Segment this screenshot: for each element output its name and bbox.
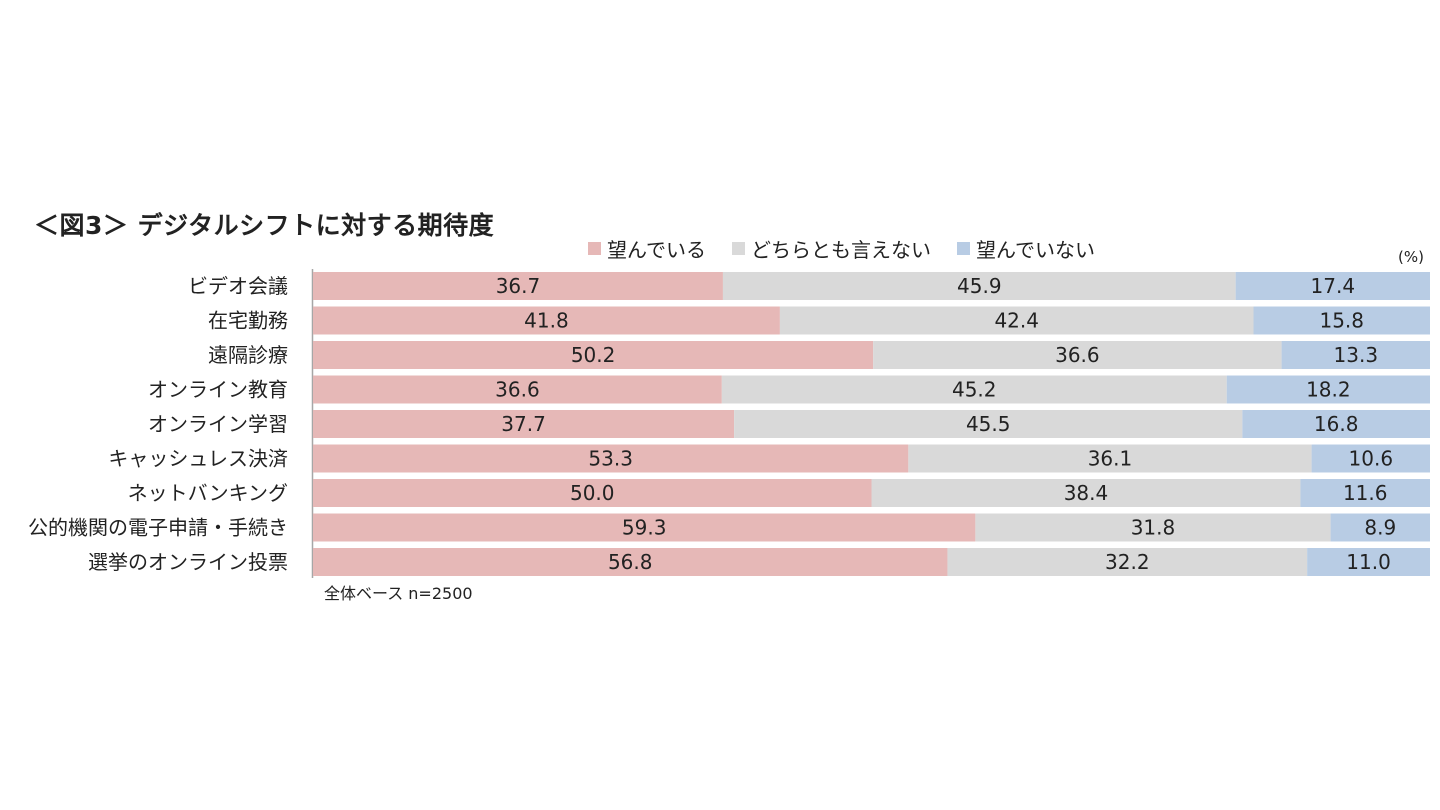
legend-label-series-0: 望んでいる (607, 237, 706, 262)
data-label: 11.0 (1346, 550, 1391, 574)
data-label: 36.6 (495, 378, 540, 402)
bar-segment (871, 479, 1301, 507)
legend-swatch-series-2 (957, 241, 970, 255)
bar-segment (908, 444, 1312, 473)
bar-segment (313, 306, 780, 335)
bar-segment (734, 410, 1243, 438)
bar-segment (721, 375, 1227, 404)
data-label: 42.4 (994, 309, 1039, 333)
legend-label-series-2: 望んでいない (976, 237, 1095, 262)
category-label: ネットバンキング (128, 481, 288, 505)
data-label: 36.1 (1088, 447, 1133, 471)
category-label: ビデオ会議 (188, 274, 288, 298)
bar-segment (1281, 341, 1430, 369)
category-label: 遠隔診療 (208, 343, 288, 367)
data-label: 11.6 (1343, 481, 1388, 505)
data-label: 50.0 (570, 481, 615, 505)
category-label: オンライン学習 (148, 412, 288, 436)
category-label: 在宅勤務 (208, 309, 288, 333)
data-label: 45.2 (952, 378, 997, 402)
data-label: 31.8 (1131, 516, 1176, 540)
bar-segment (1253, 306, 1430, 335)
data-label: 41.8 (524, 309, 569, 333)
data-label: 50.2 (571, 343, 616, 367)
category-label: オンライン教育 (148, 378, 288, 402)
category-label: 選挙のオンライン投票 (88, 550, 288, 574)
bar-segment (947, 548, 1308, 576)
bar-segment (1307, 548, 1430, 576)
legend-swatch-series-1 (732, 241, 745, 255)
bar-segment (313, 375, 722, 404)
data-label: 45.5 (966, 412, 1011, 436)
legend-swatch-series-0 (588, 241, 601, 255)
data-label: 16.8 (1314, 412, 1359, 436)
bar-segment (1311, 444, 1430, 473)
bar-segment (313, 341, 874, 369)
bar-segment (1235, 272, 1430, 300)
category-label: 公的機関の電子申請・手続き (28, 516, 288, 540)
legend-item-series-2: 望んでいない (957, 234, 1095, 263)
data-label: 15.8 (1319, 309, 1364, 333)
legend-label-series-1: どちらとも言えない (751, 237, 931, 262)
unit-label: (%) (1398, 248, 1424, 266)
data-label: 37.7 (501, 412, 546, 436)
data-label: 45.9 (957, 274, 1002, 298)
data-label: 8.9 (1364, 516, 1396, 540)
bar-segment (1226, 375, 1430, 404)
bar-segment (313, 548, 948, 576)
bar-segment (313, 444, 909, 473)
sample-base-note: 全体ベース n=2500 (324, 584, 473, 603)
legend-item-series-0: 望んでいる (588, 234, 706, 263)
bar-segment (1300, 479, 1430, 507)
bar-segment (1330, 513, 1430, 542)
bar-segment (313, 479, 872, 507)
data-label: 38.4 (1064, 481, 1109, 505)
bar-segment (975, 513, 1331, 542)
data-label: 36.6 (1055, 343, 1100, 367)
data-label: 59.3 (622, 516, 667, 540)
data-label: 36.7 (496, 274, 541, 298)
bar-segment (313, 410, 735, 438)
bar-segment (313, 272, 723, 300)
bar-segment (722, 272, 1236, 300)
data-label: 32.2 (1105, 550, 1150, 574)
legend-item-series-1: どちらとも言えない (732, 234, 931, 263)
category-label: キャッシュレス決済 (108, 447, 288, 471)
legend: 望んでいる どちらとも言えない 望んでいない (588, 234, 1121, 262)
bar-segment (313, 513, 976, 542)
data-label: 56.8 (608, 550, 653, 574)
data-label: 53.3 (588, 447, 633, 471)
bar-segment (1242, 410, 1430, 438)
data-label: 17.4 (1311, 274, 1356, 298)
bar-segment (779, 306, 1254, 335)
data-label: 10.6 (1349, 447, 1394, 471)
data-label: 18.2 (1306, 378, 1351, 402)
labels-layer: ビデオ会議 36.7 45.9 17.4 在宅勤務 41.8 42.4 15.8 遠隔診療 50.… (28, 274, 1396, 574)
chart-title: ＜図3＞ デジタルシフトに対する期待度 (34, 211, 495, 240)
bar-segment (873, 341, 1282, 369)
bars-layer (313, 272, 1430, 576)
data-label: 13.3 (1334, 343, 1379, 367)
